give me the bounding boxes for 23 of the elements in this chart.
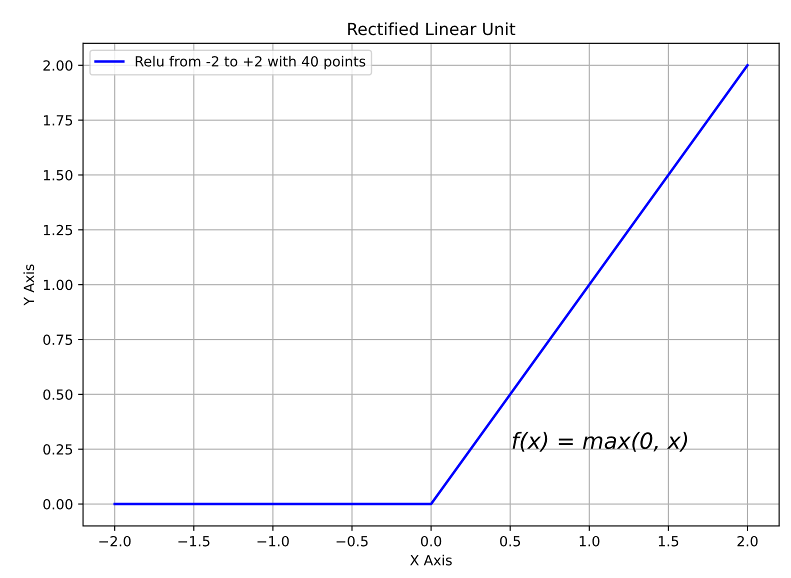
x-tick-label: 2.0 bbox=[737, 536, 758, 546]
x-tick-label: −0.5 bbox=[336, 536, 368, 546]
y-tick-label: 1.50 bbox=[44, 170, 72, 180]
y-tick-label: 0.50 bbox=[43, 389, 72, 400]
y-tick-label: 0.75 bbox=[43, 334, 72, 345]
x-axis-title: X Axis bbox=[410, 554, 452, 566]
chart-title: Rectified Linear Unit bbox=[348, 22, 516, 36]
x-tick-label: 1.0 bbox=[580, 536, 600, 546]
x-tick-label: 0.0 bbox=[420, 536, 442, 546]
y-tick-label: 0.25 bbox=[43, 444, 72, 455]
y-axis-title: Y Axis bbox=[23, 264, 34, 306]
x-tick-label: −2.0 bbox=[99, 536, 131, 546]
x-tick-label: 0.5 bbox=[500, 536, 520, 546]
y-tick-label: 1.75 bbox=[44, 115, 72, 126]
y-tick-label: 1.25 bbox=[44, 224, 72, 236]
legend-label: Relu from -2 to +2 with 40 points bbox=[136, 56, 366, 70]
x-tick-label: −1.5 bbox=[178, 536, 210, 546]
y-tick-label: 1.00 bbox=[44, 280, 72, 290]
y-tick-label: 0.00 bbox=[43, 499, 72, 510]
x-tick-label: −1.0 bbox=[258, 536, 289, 546]
annotation: f(x) = max(0, x) bbox=[512, 432, 688, 452]
y-tick-label: 2.00 bbox=[43, 60, 72, 71]
x-tick-label: 1.5 bbox=[658, 536, 678, 546]
